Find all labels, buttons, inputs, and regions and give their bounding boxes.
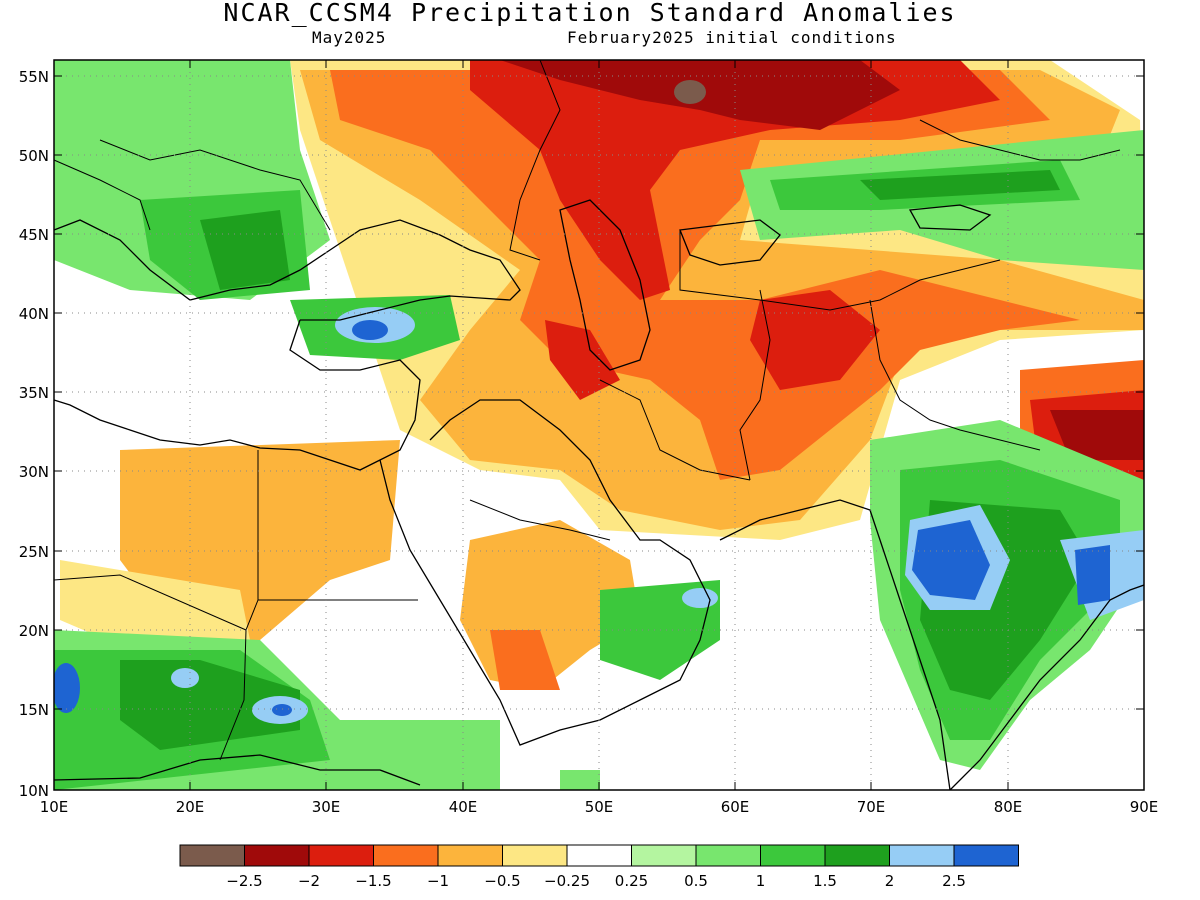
legend-label: 1.5 [813, 872, 837, 890]
lat-label: 50N [19, 147, 49, 165]
legend-label: 0.25 [615, 872, 648, 890]
lat-axis: 55N 50N 45N 40N 35N 30N 25N 20N 15N 10N [19, 68, 49, 800]
legend-swatch [953, 844, 1019, 867]
legend-label: 0.5 [684, 872, 708, 890]
dry-region-red [470, 60, 1000, 300]
country-borders [53, 59, 1121, 761]
lon-label: 70E [857, 798, 886, 816]
lat-label: 35N [19, 384, 49, 402]
coastlines [53, 199, 1145, 791]
subtitle-month: May2025 [312, 28, 387, 47]
subtitle-init: February2025 initial conditions [567, 28, 897, 47]
lon-label: 40E [449, 798, 478, 816]
legend-label: 2 [885, 872, 895, 890]
legend-swatch [889, 844, 955, 867]
legend-swatch [760, 844, 826, 867]
lon-label: 20E [176, 798, 205, 816]
legend-swatch [244, 844, 310, 867]
legend-swatch [179, 844, 245, 867]
lat-label: 45N [19, 226, 49, 244]
legend-swatch [695, 844, 761, 867]
legend-label: 1 [756, 872, 766, 890]
anomaly-field [54, 60, 1144, 790]
lat-label: 55N [19, 68, 49, 86]
lon-axis: 10E 20E 30E 40E 50E 60E 70E 80E 90E [40, 798, 1159, 816]
lat-label: 15N [19, 701, 49, 719]
legend-label: −2.5 [226, 872, 262, 890]
dry-region-iran [750, 290, 880, 390]
lat-label: 10N [19, 782, 49, 800]
color-legend: −2.5 −2 −1.5 −1 −0.5 −0.25 0.25 0.5 1 1.5 2 2.5 [179, 844, 1019, 890]
lon-label: 50E [585, 798, 614, 816]
legend-swatch [566, 844, 632, 867]
lon-label: 10E [40, 798, 69, 816]
legend-swatch [308, 844, 374, 867]
lat-label: 20N [19, 622, 49, 640]
legend-swatch [437, 844, 503, 867]
dry-region-darkorange [330, 70, 1080, 480]
lon-label: 30E [312, 798, 341, 816]
lat-label: 40N [19, 305, 49, 323]
legend-label: −0.25 [544, 872, 590, 890]
lon-label: 80E [994, 798, 1023, 816]
legend-swatch [502, 844, 568, 867]
lat-label: 30N [19, 463, 49, 481]
lon-label: 90E [1130, 798, 1159, 816]
legend-label: 2.5 [942, 872, 966, 890]
lon-label: 60E [721, 798, 750, 816]
legend-swatch [631, 844, 697, 867]
legend-swatch [824, 844, 890, 867]
legend-label: −0.5 [484, 872, 520, 890]
legend-swatch [373, 844, 439, 867]
legend-label: −1.5 [355, 872, 391, 890]
legend-label: −2 [298, 872, 320, 890]
legend-label: −1 [427, 872, 449, 890]
lat-label: 25N [19, 543, 49, 561]
page-title: NCAR_CCSM4 Precipitation Standard Anomal… [223, 0, 957, 27]
